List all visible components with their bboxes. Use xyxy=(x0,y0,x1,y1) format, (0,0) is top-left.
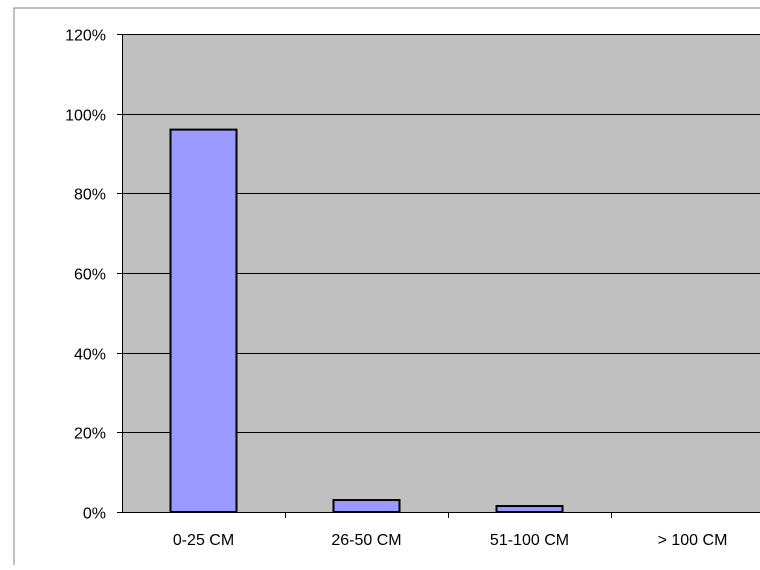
bar xyxy=(495,505,564,513)
chart-frame-border xyxy=(13,7,760,565)
y-tick-label: 20% xyxy=(74,426,106,443)
y-tick-label: 0% xyxy=(83,506,106,523)
bar xyxy=(332,499,401,513)
y-tick-label: 40% xyxy=(74,347,106,364)
y-tick-label: 100% xyxy=(65,108,106,125)
bar xyxy=(169,128,238,513)
x-tick-label: 0-25 CM xyxy=(173,532,234,549)
y-tick-label: 120% xyxy=(65,28,106,45)
y-tick-label: 60% xyxy=(74,267,106,284)
x-tick-label: 26-50 CM xyxy=(331,532,401,549)
x-tick-label: 51-100 CM xyxy=(490,532,569,549)
y-tick-label: 80% xyxy=(74,187,106,204)
x-tick-label: > 100 CM xyxy=(658,532,728,549)
